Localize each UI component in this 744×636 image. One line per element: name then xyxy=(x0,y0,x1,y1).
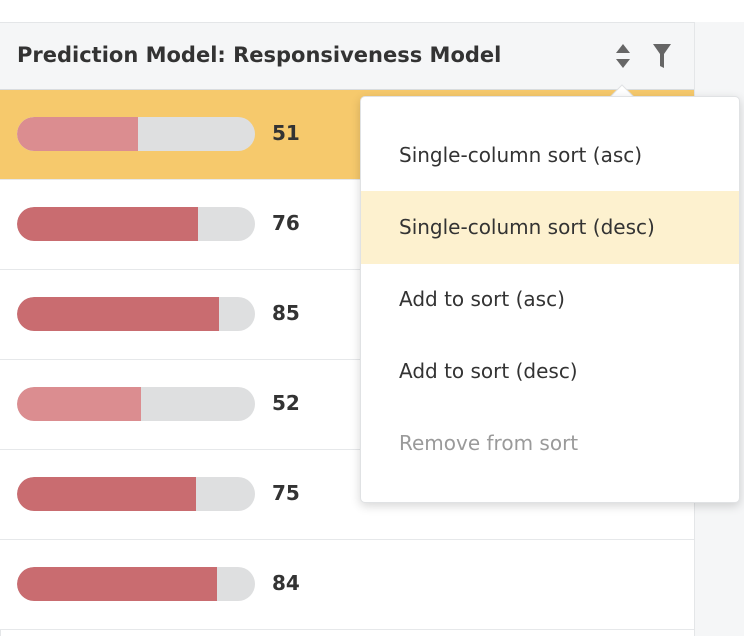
score-bar-track xyxy=(17,477,255,511)
score-bar-fill xyxy=(17,207,198,241)
score-value: 84 xyxy=(272,571,300,595)
score-bar-track xyxy=(17,387,255,421)
menu-item-sort-asc[interactable]: Single-column sort (asc) xyxy=(399,143,643,167)
menu-item-add-sort-asc[interactable]: Add to sort (asc) xyxy=(399,287,565,311)
score-value: 75 xyxy=(272,481,300,505)
score-value: 85 xyxy=(272,301,300,325)
sort-updown-icon[interactable] xyxy=(612,39,634,73)
filter-icon[interactable] xyxy=(652,41,672,71)
menu-item-sort-desc[interactable]: Single-column sort (desc) xyxy=(361,191,739,264)
column-header-title[interactable]: Prediction Model: Responsiveness Model xyxy=(17,43,502,67)
score-bar-track xyxy=(17,297,255,331)
score-value: 51 xyxy=(272,121,300,145)
score-bar-fill xyxy=(17,567,217,601)
menu-item-remove-sort: Remove from sort xyxy=(399,431,579,455)
score-bar-fill xyxy=(17,297,220,331)
score-value: 76 xyxy=(272,211,300,235)
score-bar-track xyxy=(17,207,255,241)
score-bar-track xyxy=(17,117,255,151)
table-top-gap xyxy=(0,0,744,22)
table-row[interactable]: 84 xyxy=(0,540,694,630)
score-bar-fill xyxy=(17,387,141,421)
score-bar-fill xyxy=(17,117,139,151)
sort-context-menu: Single-column sort (asc) Single-column so… xyxy=(360,96,740,503)
score-value: 52 xyxy=(272,391,300,415)
menu-item-add-sort-desc[interactable]: Add to sort (desc) xyxy=(399,359,578,383)
column-header[interactable]: Prediction Model: Responsiveness Model xyxy=(0,22,694,90)
score-bar-fill xyxy=(17,477,196,511)
score-bar-track xyxy=(17,567,255,601)
